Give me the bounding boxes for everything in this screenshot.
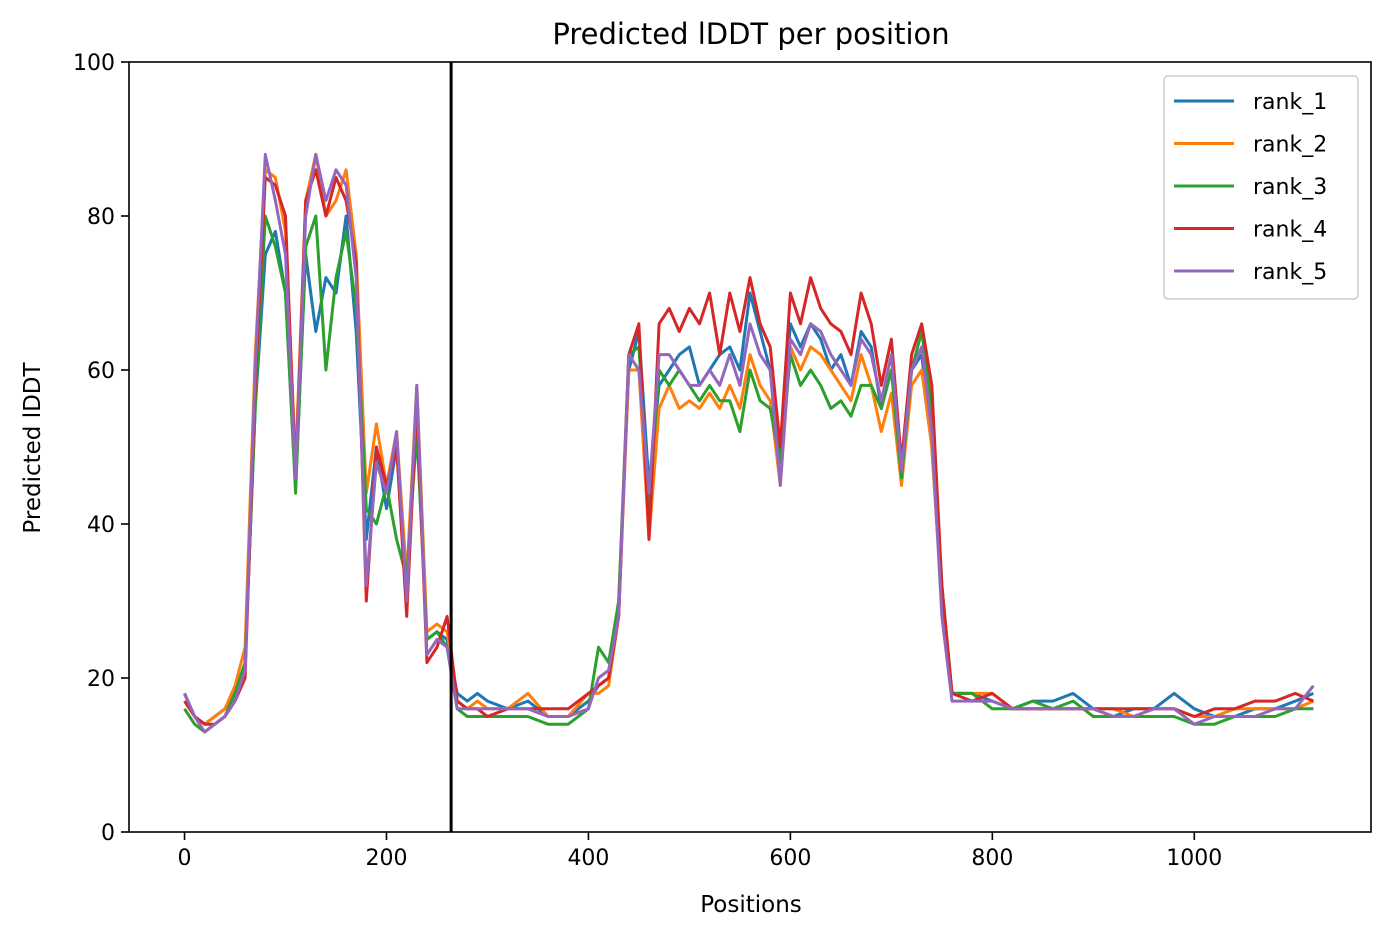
x-tick-label: 1000 [1166,846,1222,871]
legend: rank_1 rank_2 rank_3 rank_4 rank_5 [1163,75,1359,300]
y-tick-label: 0 [101,821,115,846]
x-tick-label: 0 [178,846,192,871]
legend-label-rank_2: rank_2 [1253,133,1327,158]
y-tick-label: 80 [87,205,115,230]
x-tick-label: 400 [567,846,609,871]
legend-label-rank_4: rank_4 [1253,218,1327,243]
legend-label-rank_1: rank_1 [1253,90,1327,115]
x-tick-label: 200 [365,846,407,871]
legend-box [1163,75,1359,300]
x-tick-label: 600 [769,846,811,871]
plot-area: 0 200 400 600 800 1000 0 20 40 60 80 100 [73,51,1372,871]
series-line-rank_5 [183,152,1315,734]
x-tick-label: 800 [971,846,1013,871]
y-axis-label: Predicted lDDT [20,361,46,533]
legend-label-rank_5: rank_5 [1253,260,1327,285]
y-tick-label: 20 [87,667,115,692]
plot-frame [128,61,1372,833]
y-tick-label: 100 [73,51,115,76]
legend-label-rank_3: rank_3 [1253,175,1327,200]
x-axis-label: Positions [700,892,802,918]
y-tick-label: 40 [87,513,115,538]
chart-title: Predicted lDDT per position [552,17,949,51]
y-tick-label: 60 [87,359,115,384]
